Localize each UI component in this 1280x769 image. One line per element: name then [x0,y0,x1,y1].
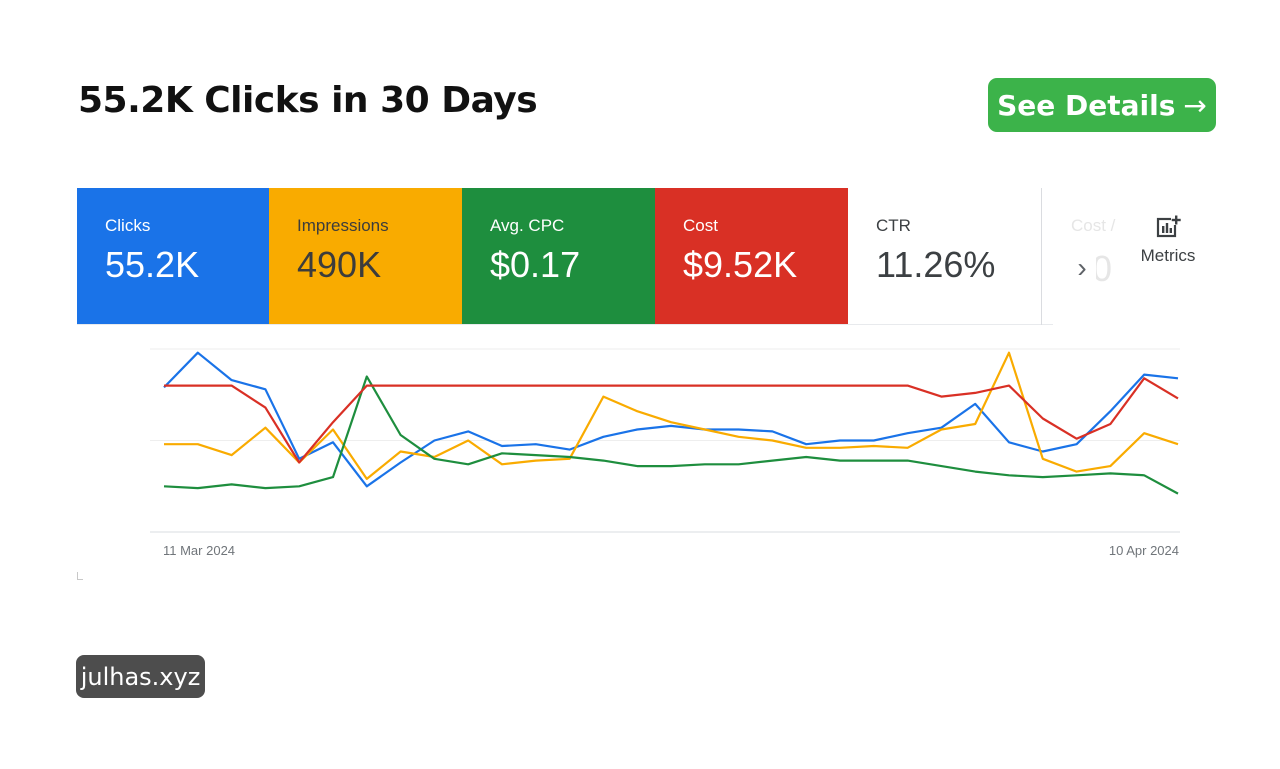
metric-value: 11.26% [876,244,996,285]
metric-tile-cost[interactable]: Cost $9.52K [655,188,848,325]
add-chart-icon [1156,215,1181,238]
metric-tile-ctr[interactable]: CTR 11.26% [848,188,1041,325]
metric-label: CTR [876,216,911,235]
series-line-1 [164,351,1179,480]
brand-badge: julhas.xyz [76,655,205,698]
chart-corner-mark [77,572,83,580]
metric-tiles: Clicks 55.2K Impressions 490K Avg. CPC $… [77,188,1053,325]
metric-value: 55.2K [105,244,200,285]
metric-value: $9.52K [683,244,798,285]
scroll-metrics-button[interactable]: › [1068,248,1096,288]
metric-label-cost-per: Cost / [1071,216,1116,235]
x-tick-label: 11 Mar 2024 [163,543,235,558]
page-title: 55.2K Clicks in 30 Days [78,80,538,121]
arrow-right-icon: → [1183,88,1207,122]
tiles-bottom-border [77,324,1053,325]
series-line-2 [163,375,1179,495]
metric-tile-clicks[interactable]: Clicks 55.2K [77,188,270,325]
see-details-label: See Details [997,88,1176,122]
metric-tile-avg-cpc[interactable]: Avg. CPC $0.17 [462,188,655,325]
metric-label: Avg. CPC [490,216,565,235]
chevron-right-icon: › [1077,252,1087,283]
metric-value: 490K [297,244,382,285]
metric-label: Impressions [297,216,389,235]
metric-tile-impressions[interactable]: Impressions 490K [269,188,462,325]
metric-label: Cost [683,216,718,235]
metrics-button[interactable]: Metrics [1130,214,1206,266]
metric-value: $0.17 [490,244,581,285]
metrics-label: Metrics [1140,246,1196,265]
see-details-button[interactable]: See Details → [988,78,1216,132]
series-line-0 [163,351,1179,488]
performance-line-chart: 11 Mar 2024 10 Apr 2024 [150,348,1180,558]
metric-label: Clicks [105,216,151,235]
series-line-3 [164,377,1179,464]
tiles-divider [1041,188,1042,325]
x-tick-label: 10 Apr 2024 [1109,543,1179,558]
